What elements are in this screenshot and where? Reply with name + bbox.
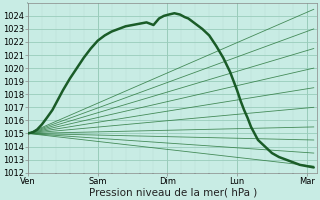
X-axis label: Pression niveau de la mer( hPa ): Pression niveau de la mer( hPa ) (89, 187, 257, 197)
